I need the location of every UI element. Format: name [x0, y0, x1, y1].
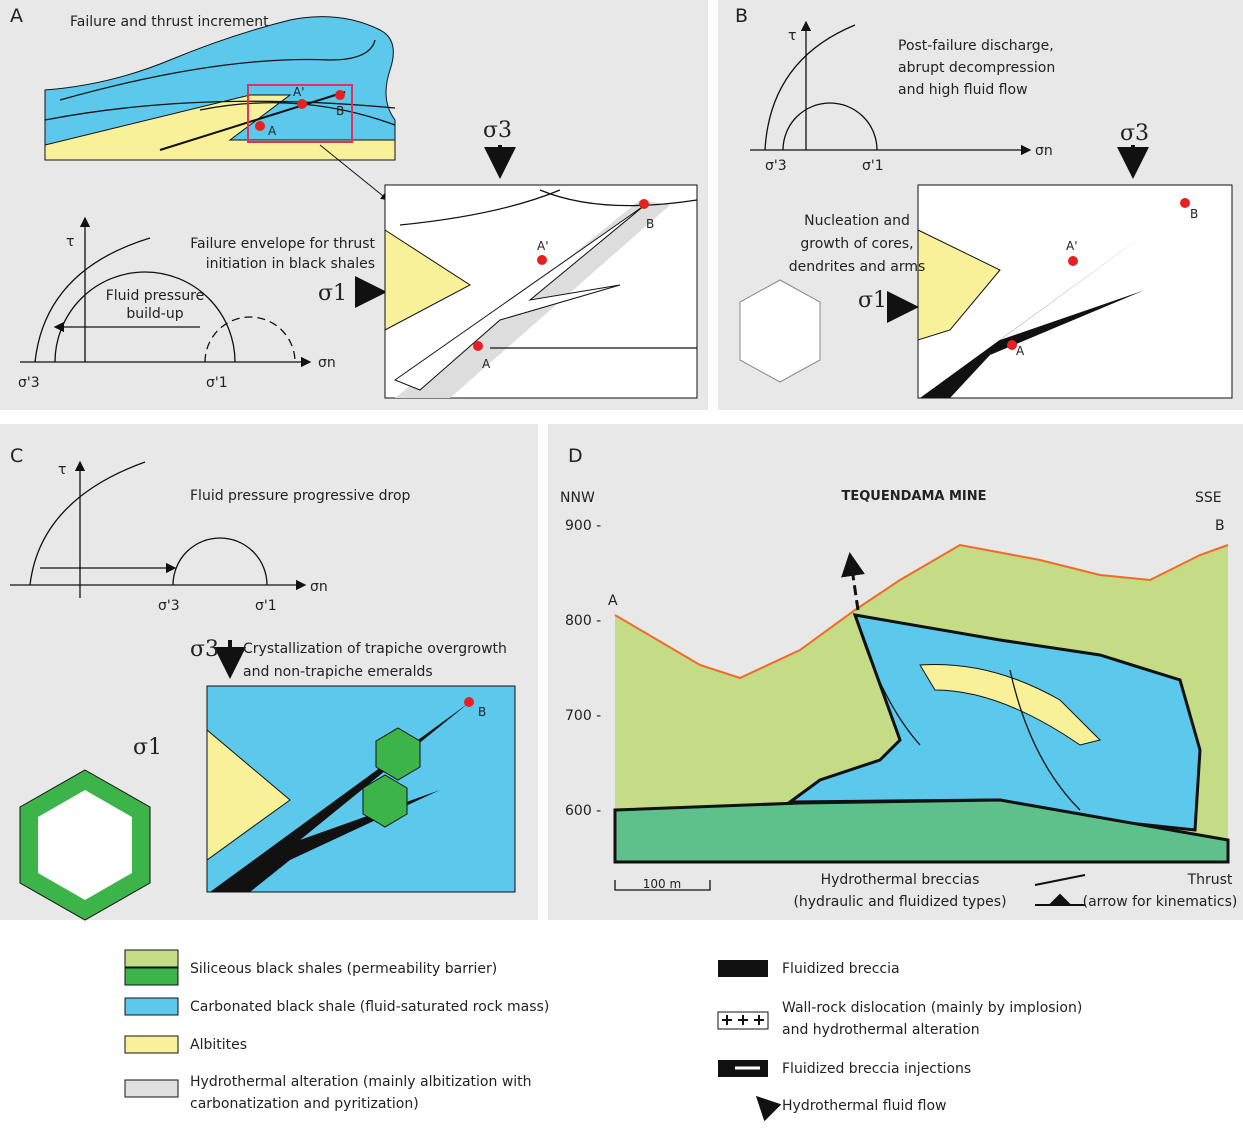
swatch: [125, 950, 178, 967]
point-label: B: [478, 705, 486, 719]
note: Failure envelope for thrust: [190, 236, 375, 252]
point-label: A: [1016, 344, 1025, 358]
axis-label: σn: [310, 579, 328, 595]
legend-label: Fluidized breccia: [782, 961, 900, 977]
axis-label: σ'1: [206, 375, 228, 391]
note: and high fluid flow: [898, 82, 1028, 98]
point-label: B: [336, 104, 344, 118]
note: growth of cores,: [800, 236, 913, 252]
point-label: A: [268, 124, 277, 138]
axis-label: σ'3: [18, 375, 40, 391]
key-label: (hydraulic and fluidized types): [793, 894, 1006, 910]
elevation-label: 700 -: [565, 708, 601, 724]
point: [335, 90, 345, 100]
panel-label: C: [10, 445, 23, 467]
legend-label: Carbonated black shale (fluid-saturated …: [190, 999, 549, 1015]
panel-label: B: [735, 5, 748, 27]
panel-label: A: [10, 5, 23, 27]
point: [255, 121, 265, 131]
swatch-arrow: [758, 1098, 772, 1112]
title: Failure and thrust increment: [70, 14, 269, 30]
swatch: [125, 968, 178, 985]
legend-label: Wall-rock dislocation (mainly by implosi…: [782, 1000, 1082, 1016]
sigma-label: σ3: [483, 118, 512, 143]
point-label: A': [293, 85, 305, 99]
legend-label: Hydrothermal fluid flow: [782, 1098, 947, 1114]
legend-label: Siliceous black shales (permeability bar…: [190, 961, 497, 977]
point: [473, 341, 483, 351]
note: Nucleation and: [804, 213, 910, 229]
swatch: [125, 1080, 178, 1097]
key-label: (arrow for kinematics): [1083, 894, 1238, 910]
axis-label: σ'3: [158, 598, 180, 614]
point: [464, 697, 474, 707]
legend-label: Hydrothermal alteration (mainly albitiza…: [190, 1074, 532, 1090]
direction: SSE: [1195, 490, 1222, 506]
axis-label: τ: [66, 234, 74, 250]
scale-label: 100 m: [643, 877, 681, 891]
note: dendrites and arms: [789, 259, 926, 275]
sigma-label: σ3: [190, 637, 219, 662]
point-label: B: [1190, 207, 1198, 221]
point: [297, 99, 307, 109]
point-label: A': [1066, 239, 1078, 253]
note: initiation in black shales: [206, 256, 375, 272]
key-label: Hydrothermal breccias: [821, 872, 980, 888]
page: A Failure and thrust increment A' B A σ3…: [0, 0, 1243, 1136]
note: Fluid pressure: [106, 288, 205, 304]
axis-label: σn: [1035, 143, 1053, 159]
note: build-up: [126, 306, 183, 322]
figure: A Failure and thrust increment A' B A σ3…: [0, 0, 1243, 1136]
panel-label: D: [568, 445, 583, 467]
sigma-label: σ1: [318, 281, 347, 306]
elevation-label: 600 -: [565, 803, 601, 819]
swatch: [125, 998, 178, 1015]
section-title: TEQUENDAMA MINE: [841, 489, 986, 504]
elevation-label: 800 -: [565, 613, 601, 629]
point: [1180, 198, 1190, 208]
point: [639, 199, 649, 209]
swatch: [718, 960, 768, 977]
note: abrupt decompression: [898, 60, 1055, 76]
point: [537, 255, 547, 265]
note: Post-failure discharge,: [898, 38, 1054, 54]
swatch: [125, 1036, 178, 1053]
point-label: A: [482, 357, 491, 371]
point: [1068, 256, 1078, 266]
axis-label: σ'1: [862, 158, 884, 174]
note: Crystallization of trapiche overgrowth: [243, 641, 507, 657]
legend-label: carbonatization and pyritization): [190, 1096, 419, 1112]
sigma-label: σ1: [858, 288, 887, 313]
hexagon-icon: [740, 280, 820, 382]
sigma-label: σ3: [1120, 121, 1149, 146]
point-label: A': [537, 239, 549, 253]
direction: NNW: [560, 490, 595, 506]
legend-label: Fluidized breccia injections: [782, 1061, 971, 1077]
elevation-label: 900 -: [565, 518, 601, 534]
point-label: B: [646, 217, 654, 231]
section-end: A: [608, 593, 618, 609]
note: Fluid pressure progressive drop: [190, 488, 411, 504]
section-end: B: [1215, 518, 1225, 534]
key-label: Thrust: [1187, 872, 1233, 888]
axis-label: σn: [318, 355, 336, 371]
sigma-label: σ1: [133, 735, 162, 760]
legend-label: Albitites: [190, 1037, 247, 1053]
axis-label: τ: [58, 462, 66, 478]
axis-label: τ: [788, 28, 796, 44]
axis-label: σ'3: [765, 158, 787, 174]
legend-label: and hydrothermal alteration: [782, 1022, 980, 1038]
axis-label: σ'1: [255, 598, 277, 614]
note: and non-trapiche emeralds: [243, 664, 433, 680]
